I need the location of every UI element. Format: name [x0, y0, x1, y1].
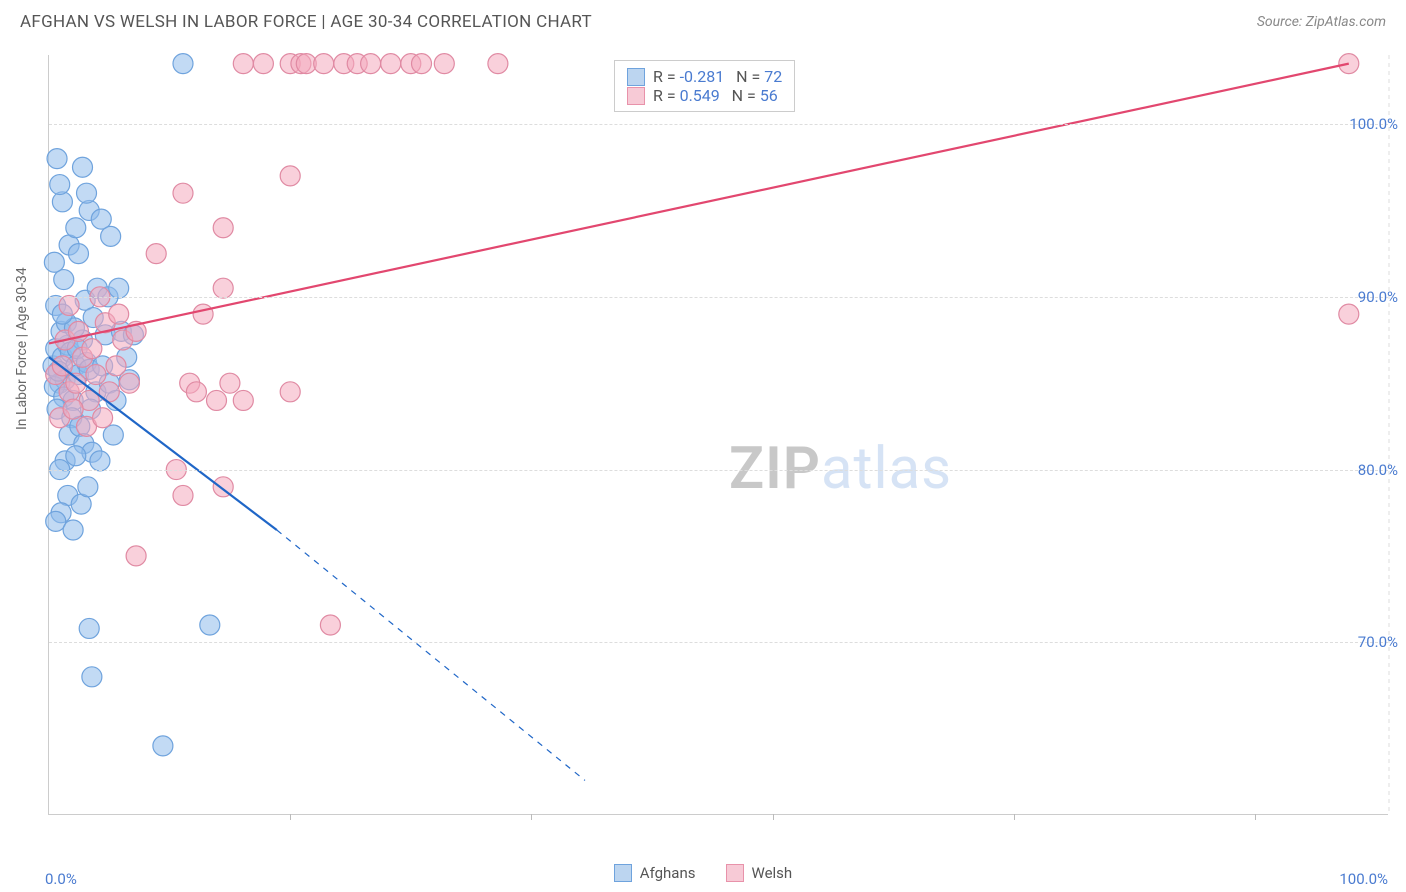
welsh-point — [59, 295, 79, 315]
afghans-point — [73, 157, 93, 177]
source-label: Source: ZipAtlas.com — [1257, 14, 1386, 30]
x-tick-mark — [531, 814, 532, 820]
afghans-point — [78, 477, 98, 497]
afghans-point — [63, 520, 83, 540]
welsh-point — [314, 54, 334, 74]
welsh-point — [213, 218, 233, 238]
welsh-point — [233, 54, 253, 74]
chart-plot-area: R = -0.281 N = 72 R = 0.549 N = 56 ZIPat… — [48, 55, 1388, 815]
welsh-point — [381, 54, 401, 74]
gridline-h — [49, 470, 1388, 471]
x-tick-mark — [1255, 814, 1256, 820]
welsh-point — [93, 408, 113, 428]
y-tick-label: 80.0% — [1358, 461, 1398, 479]
y-axis-label: In Labor Force | Age 30-34 — [14, 267, 30, 430]
legend-swatch — [614, 864, 632, 882]
stats-row: R = 0.549 N = 56 — [627, 86, 782, 105]
welsh-point — [220, 373, 240, 393]
gridline-h — [49, 124, 1388, 125]
afghans-trendline-dash — [277, 530, 585, 780]
legend-item: Afghans — [614, 864, 696, 882]
x-tick-mark — [290, 814, 291, 820]
stats-text: R = 0.549 N = 56 — [653, 86, 778, 105]
afghans-point — [50, 175, 70, 195]
welsh-point — [280, 382, 300, 402]
x-tick-mark — [1014, 814, 1015, 820]
x-tick-100: 100.0% — [1339, 870, 1388, 888]
welsh-point — [126, 546, 146, 566]
series-legend: Afghans Welsh — [0, 864, 1406, 882]
afghans-point — [90, 451, 110, 471]
afghans-point — [173, 54, 193, 74]
welsh-point — [253, 54, 273, 74]
welsh-point — [119, 373, 139, 393]
welsh-point — [233, 390, 253, 410]
welsh-point — [361, 54, 381, 74]
legend-swatch — [726, 864, 744, 882]
stats-swatch — [627, 87, 645, 105]
welsh-point — [280, 166, 300, 186]
welsh-point — [109, 304, 129, 324]
welsh-point — [207, 390, 227, 410]
gridline-h — [49, 297, 1388, 298]
afghans-point — [82, 667, 102, 687]
plot-svg — [49, 55, 1388, 814]
afghans-point — [101, 226, 121, 246]
chart-title: AFGHAN VS WELSH IN LABOR FORCE | AGE 30-… — [20, 12, 592, 32]
welsh-point — [82, 339, 102, 359]
afghans-point — [44, 252, 64, 272]
afghans-point — [66, 446, 86, 466]
welsh-point — [106, 356, 126, 376]
gridline-h — [49, 642, 1388, 643]
welsh-point — [186, 382, 206, 402]
welsh-point — [488, 54, 508, 74]
afghans-point — [153, 736, 173, 756]
legend-label: Afghans — [640, 864, 696, 882]
x-tick-0: 0.0% — [45, 870, 77, 888]
x-tick-mark — [773, 814, 774, 820]
welsh-point — [320, 615, 340, 635]
welsh-point — [193, 304, 213, 324]
legend-label: Welsh — [752, 864, 793, 882]
welsh-point — [146, 244, 166, 264]
welsh-point — [412, 54, 432, 74]
welsh-point — [434, 54, 454, 74]
welsh-point — [86, 365, 106, 385]
afghans-point — [200, 615, 220, 635]
welsh-point — [173, 485, 193, 505]
legend-item: Welsh — [726, 864, 793, 882]
y-tick-label: 70.0% — [1358, 633, 1398, 651]
stats-swatch — [627, 68, 645, 86]
afghans-point — [47, 149, 67, 169]
afghans-point — [103, 425, 123, 445]
afghans-point — [52, 192, 72, 212]
welsh-point — [213, 278, 233, 298]
welsh-point — [1339, 304, 1359, 324]
afghans-point — [79, 618, 99, 638]
stats-legend-box: R = -0.281 N = 72 R = 0.549 N = 56 — [614, 60, 795, 112]
afghans-point — [109, 278, 129, 298]
afghans-point — [68, 244, 88, 264]
y-tick-label: 90.0% — [1358, 288, 1398, 306]
y-tick-label: 100.0% — [1349, 115, 1398, 133]
welsh-point — [63, 399, 83, 419]
stats-text: R = -0.281 N = 72 — [653, 67, 782, 86]
stats-row: R = -0.281 N = 72 — [627, 67, 782, 86]
afghans-point — [66, 218, 86, 238]
afghans-point — [77, 183, 97, 203]
welsh-point — [173, 183, 193, 203]
